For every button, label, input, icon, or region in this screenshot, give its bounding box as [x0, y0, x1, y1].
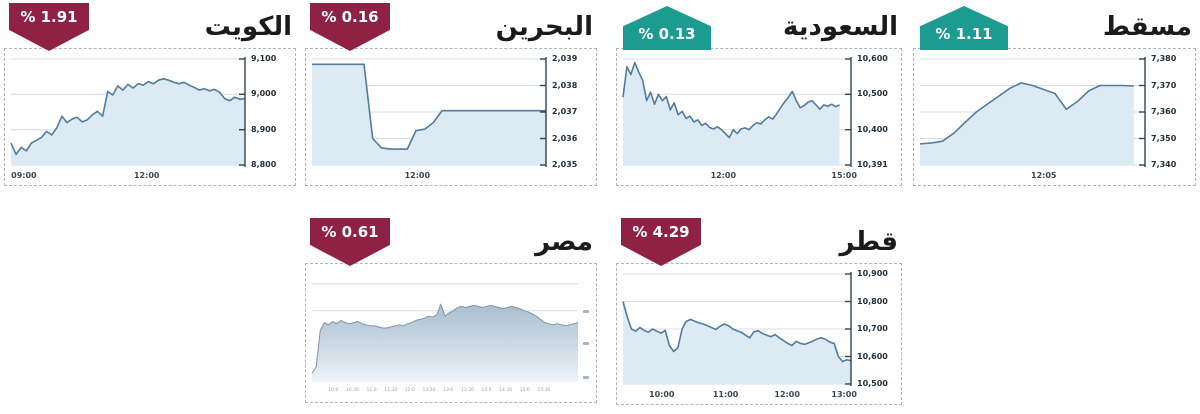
x-axis-label: 10:0 — [328, 388, 339, 393]
y-axis-label: 2,038 — [552, 80, 578, 90]
area-fill — [623, 62, 840, 165]
x-axis-label: 09:00 — [11, 171, 37, 180]
market-panel-qatar: % 4.29 قطر 10,900 10,800 10,700 10,600 10,50… — [616, 215, 902, 405]
y-axis-label-illegible — [583, 375, 589, 379]
price-line — [10, 78, 246, 156]
y-axis-label-illegible — [583, 309, 589, 313]
market-title: السعودية — [783, 12, 898, 42]
y-axis-label: 10,500 — [857, 379, 888, 388]
x-axis-label: 12:00 — [133, 171, 160, 180]
x-axis-label: 14:0 — [481, 388, 492, 393]
change-percent: % 1.91 — [20, 8, 78, 26]
x-axis-label: 12:00 — [774, 390, 800, 399]
y-axis-label: 10,500 — [857, 89, 888, 99]
y-axis-label-illegible — [583, 342, 589, 346]
change-percent: % 1.11 — [935, 25, 993, 43]
price-chart-svg — [919, 57, 1146, 167]
market-panel-saudi: % 0.13 السعودية 10,600 10,500 10,400 10,391… — [616, 0, 902, 186]
x-axis-label: 11:00 — [712, 390, 739, 399]
change-badge-down-arrow-icon: % 0.61 — [310, 218, 390, 266]
change-percent: % 4.29 — [632, 223, 690, 241]
change-badge-down-arrow-icon: % 4.29 — [621, 218, 701, 266]
price-chart-svg — [311, 283, 579, 382]
x-axis-label: 12:0 — [404, 388, 415, 393]
change-badge-down-arrow-icon: % 1.91 — [9, 3, 89, 51]
market-title: قطر — [839, 227, 898, 257]
change-percent: % 0.61 — [321, 223, 379, 241]
chart-qatar[interactable]: 10,900 10,800 10,700 10,600 10,500 10:00 11:00… — [616, 263, 902, 405]
y-axis-label: 10,400 — [857, 124, 888, 134]
area-fill — [623, 301, 851, 384]
area-fill — [312, 64, 546, 165]
market-panel-muscat: % 1.11 مسقط 7,380 7,370 7,360 7,350 7,340 12:… — [913, 0, 1196, 186]
x-axis-label: 12:00 — [404, 171, 431, 180]
market-title: مسقط — [1102, 12, 1192, 42]
y-axis-label: 7,350 — [1151, 133, 1177, 143]
market-panel-kuwait: % 1.91 الكويت 9,100 9,000 8,900 8,800 09:00 1… — [4, 0, 296, 186]
market-panel-bahrain: % 0.16 البحرين 2,039 2,038 2,037 2,036 2,035… — [305, 0, 597, 186]
x-axis-label: 13:30 — [460, 388, 474, 393]
chart-bahrain[interactable]: 2,039 2,038 2,037 2,036 2,035 12:00 — [305, 48, 597, 186]
market-title: الكويت — [204, 12, 292, 42]
y-axis-label: 2,036 — [552, 133, 578, 143]
chart-kuwait[interactable]: 9,100 9,000 8,900 8,800 09:00 12:00 — [4, 48, 296, 186]
x-axis-label: 13:0 — [443, 388, 454, 393]
market-title: البحرين — [495, 12, 593, 42]
y-axis-label: 8,900 — [251, 124, 277, 134]
x-axis-label: 12:30 — [422, 388, 436, 393]
y-axis-label: 2,039 — [552, 54, 578, 63]
y-axis-label: 2,035 — [552, 160, 578, 169]
y-axis-label: 7,340 — [1151, 160, 1177, 169]
x-axis-label: 15:0 — [519, 388, 530, 393]
chart-saudi[interactable]: 10,600 10,500 10,400 10,391 12:00 15:00 — [616, 48, 902, 186]
y-axis-label: 9,000 — [251, 89, 277, 99]
price-chart-svg — [312, 57, 547, 167]
x-axis-label: 13:00 — [831, 390, 857, 399]
area-fill — [11, 78, 245, 165]
x-axis-label: 12:05 — [1031, 171, 1057, 180]
y-axis-label: 10,800 — [857, 296, 888, 306]
price-line — [312, 63, 546, 150]
y-axis-label: 10,700 — [857, 324, 888, 333]
change-badge-down-arrow-icon: % 0.16 — [310, 3, 390, 51]
x-axis-label: 10:00 — [649, 390, 675, 399]
x-axis-label: 11:30 — [384, 388, 398, 393]
change-percent: % 0.16 — [321, 8, 379, 26]
price-line — [311, 303, 579, 374]
y-axis-label: 7,370 — [1151, 80, 1177, 90]
price-chart-svg — [622, 272, 852, 386]
x-axis-label: 10:30 — [345, 388, 359, 393]
y-axis-label: 10,600 — [857, 351, 888, 361]
y-axis-label: 8,800 — [251, 160, 277, 169]
price-chart-svg — [622, 57, 852, 167]
change-badge-up-arrow-icon: % 0.13 — [623, 6, 711, 50]
x-axis-label: 15:30 — [537, 388, 551, 393]
y-axis-label: 7,360 — [1151, 107, 1177, 116]
x-axis-label: 14:30 — [499, 388, 513, 393]
change-percent: % 0.13 — [638, 25, 696, 43]
y-axis-label: 10,600 — [857, 54, 888, 63]
price-chart-svg — [10, 57, 246, 167]
price-line — [622, 61, 840, 139]
market-title: مصر — [535, 227, 593, 257]
price-line — [919, 82, 1134, 145]
y-axis-label: 10,900 — [857, 269, 888, 278]
x-axis-label: 12:00 — [710, 171, 737, 180]
change-badge-up-arrow-icon: % 1.11 — [920, 6, 1008, 50]
area-fill — [312, 304, 578, 382]
y-axis-label: 7,380 — [1151, 54, 1177, 63]
y-axis-label: 10,391 — [857, 160, 888, 169]
x-axis-label: 15:00 — [831, 171, 857, 180]
market-panel-egypt: % 0.61 مصر 10:0 10:30 11:0 11:30 12:0 12:30 13… — [305, 215, 597, 403]
area-fill — [920, 82, 1134, 165]
x-axis-label: 11:0 — [366, 388, 377, 393]
y-axis-label: 2,037 — [552, 107, 578, 116]
chart-muscat[interactable]: 7,380 7,370 7,360 7,350 7,340 12:05 — [913, 48, 1196, 186]
y-axis-label: 9,100 — [251, 54, 277, 63]
chart-egypt[interactable]: 10:0 10:30 11:0 11:30 12:0 12:30 13:0 13:30 14:0… — [305, 263, 597, 403]
price-line — [622, 301, 852, 363]
